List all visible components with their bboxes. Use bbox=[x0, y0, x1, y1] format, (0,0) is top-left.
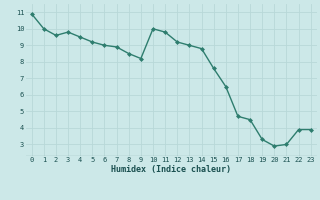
X-axis label: Humidex (Indice chaleur): Humidex (Indice chaleur) bbox=[111, 165, 231, 174]
